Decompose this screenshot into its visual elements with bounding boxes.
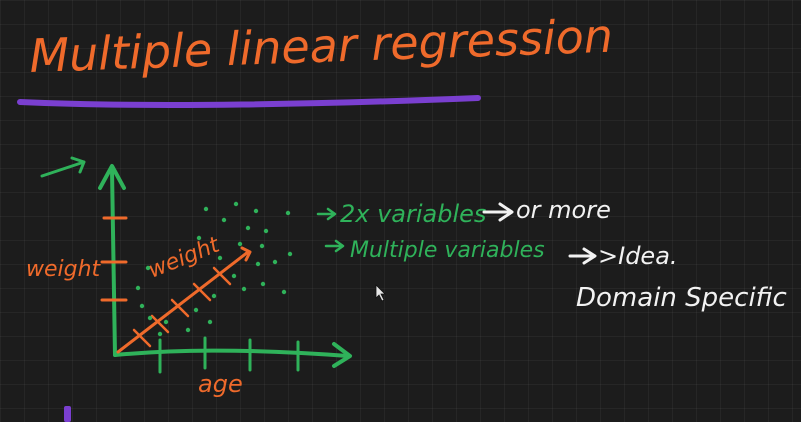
regression-line-label: weight xyxy=(145,232,224,283)
arrow-icon xyxy=(568,247,597,265)
note-line-3: Domain Specific xyxy=(576,283,787,313)
title-underline xyxy=(17,95,481,108)
arrow-icon xyxy=(482,202,514,222)
scatter-points xyxy=(135,201,293,337)
y-axis-label: weight xyxy=(26,257,102,282)
mouse-pointer-icon xyxy=(375,284,386,302)
x-axis xyxy=(113,348,350,358)
arrow-icon xyxy=(40,156,86,178)
regression-line-arrowhead xyxy=(240,246,252,262)
note-line-1-suffix: or more xyxy=(516,196,611,224)
note-line-2-suffix: >Idea. xyxy=(598,242,678,270)
y-axis-arrowhead xyxy=(98,164,126,190)
x-axis-arrowhead xyxy=(332,342,352,368)
y-axis-ticks xyxy=(100,216,128,302)
pen-mark xyxy=(64,406,71,422)
note-line-1: 2x variables xyxy=(340,200,486,228)
regression-line-hatches xyxy=(132,266,232,348)
x-axis-ticks xyxy=(158,336,300,374)
page-title: Multiple linear regression xyxy=(28,9,613,83)
note-line-2: Multiple variables xyxy=(350,238,545,263)
x-axis-label: age xyxy=(198,370,243,398)
arrow-icon xyxy=(324,239,345,253)
arrow-icon xyxy=(316,207,337,221)
